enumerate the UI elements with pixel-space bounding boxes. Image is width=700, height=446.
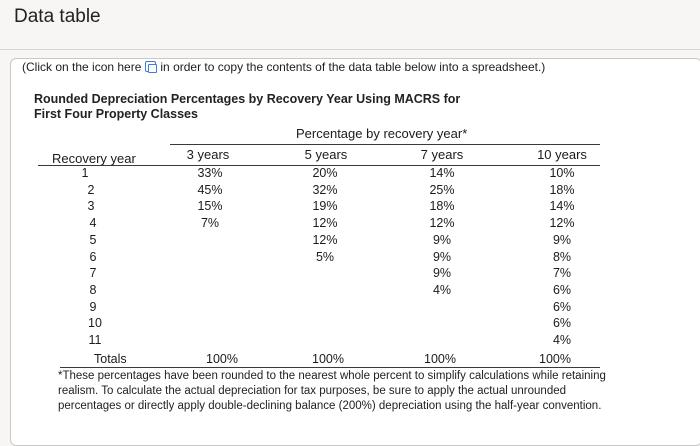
table-cell: 6% — [552, 299, 572, 314]
table-cell: 6% — [552, 316, 572, 331]
row-year: 7 — [89, 266, 97, 281]
title-divider — [0, 49, 700, 50]
data-table-panel — [10, 58, 700, 446]
group-header-rule — [170, 144, 600, 145]
row-year: 8 — [89, 282, 97, 297]
footnote: *These percentages have been rounded to … — [58, 370, 606, 412]
row-year: 3 — [87, 199, 95, 214]
totals-rule — [60, 367, 600, 368]
table-cell: 14% — [429, 166, 455, 180]
instructions-after: in order to copy the contents of the dat… — [160, 60, 546, 74]
table-cell: 19% — [312, 199, 338, 214]
column-header: 3 years — [186, 147, 230, 162]
table-cell: 32% — [312, 182, 338, 197]
table-cell: 12% — [312, 216, 338, 231]
copy-instructions: (Click on the icon here in order to copy … — [22, 60, 545, 74]
table-cell: 18% — [549, 182, 575, 197]
header-rule — [38, 165, 600, 166]
table-cell: 10% — [549, 166, 575, 180]
table-cell: 12% — [549, 216, 575, 231]
caption-line-2: First Four Property Classes — [34, 107, 198, 121]
table-cell: 8% — [552, 249, 572, 264]
table-cell: 9% — [432, 249, 452, 264]
table-cell: 12% — [429, 216, 455, 231]
table-cell: 9% — [552, 232, 572, 247]
table-caption: Rounded Depreciation Percentages by Reco… — [34, 92, 474, 122]
row-year: 1 — [81, 166, 89, 180]
group-header: Percentage by recovery year* — [296, 126, 468, 141]
instructions-before: (Click on the icon here — [22, 60, 142, 74]
column-header: 5 years — [304, 147, 348, 162]
table-cell: 45% — [197, 182, 223, 197]
table-cell: 14% — [549, 199, 575, 214]
total-cell: 100% — [424, 352, 456, 366]
table-cell: 9% — [432, 266, 452, 281]
copy-icon[interactable] — [145, 61, 158, 73]
table-cell: 18% — [429, 199, 455, 214]
table-cell: 15% — [197, 199, 223, 214]
table-cell: 9% — [432, 232, 452, 247]
row-year: 6 — [89, 249, 97, 264]
table-cell: 7% — [200, 216, 220, 231]
row-year: 2 — [87, 182, 95, 197]
total-cell: 100% — [206, 352, 238, 366]
row-year: 4 — [89, 216, 97, 231]
totals-label: Totals — [94, 352, 127, 366]
table-cell: 20% — [312, 166, 338, 180]
page-title: Data table — [14, 6, 101, 27]
row-header: Recovery year — [52, 151, 136, 166]
row-year: 9 — [89, 299, 97, 314]
table-cell: 7% — [552, 266, 572, 281]
table-cell: 5% — [315, 249, 335, 264]
table-cell: 25% — [429, 182, 455, 197]
column-header: 7 years — [420, 147, 464, 162]
table-cell: 6% — [552, 282, 572, 297]
table-cell: 12% — [312, 232, 338, 247]
row-year: 10 — [88, 316, 102, 331]
table-cell: 4% — [432, 282, 452, 297]
total-cell: 100% — [539, 352, 571, 366]
row-year: 11 — [88, 333, 102, 347]
column-header: 10 years — [537, 147, 587, 162]
table-cell: 33% — [197, 166, 223, 180]
table-cell: 4% — [552, 333, 572, 347]
total-cell: 100% — [312, 352, 344, 366]
caption-line-1: Rounded Depreciation Percentages by Reco… — [34, 92, 461, 106]
row-year: 5 — [89, 232, 97, 247]
